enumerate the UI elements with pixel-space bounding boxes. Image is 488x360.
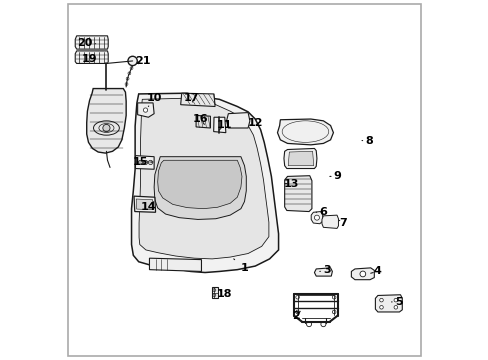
Circle shape — [138, 160, 142, 165]
Polygon shape — [180, 93, 215, 107]
Text: 14: 14 — [140, 202, 156, 212]
Circle shape — [143, 160, 147, 165]
Circle shape — [332, 310, 335, 314]
Polygon shape — [137, 103, 154, 117]
Circle shape — [320, 321, 325, 327]
Text: 8: 8 — [361, 136, 372, 145]
Polygon shape — [86, 89, 126, 153]
Circle shape — [306, 321, 311, 327]
Polygon shape — [321, 215, 338, 228]
Text: 10: 10 — [146, 93, 162, 107]
Polygon shape — [287, 151, 313, 166]
Polygon shape — [310, 212, 322, 224]
Polygon shape — [154, 157, 246, 220]
Circle shape — [359, 271, 365, 277]
Polygon shape — [211, 287, 217, 298]
Polygon shape — [375, 295, 402, 312]
Text: 16: 16 — [193, 114, 208, 125]
Polygon shape — [284, 148, 316, 168]
Circle shape — [295, 296, 299, 299]
Text: 1: 1 — [233, 259, 248, 273]
Circle shape — [332, 296, 335, 299]
Circle shape — [128, 56, 137, 66]
Circle shape — [314, 215, 319, 220]
Text: 20: 20 — [77, 38, 96, 48]
Polygon shape — [136, 199, 153, 210]
Polygon shape — [196, 116, 210, 128]
Polygon shape — [139, 98, 268, 259]
Polygon shape — [134, 196, 155, 212]
Polygon shape — [135, 156, 154, 169]
Circle shape — [212, 294, 215, 297]
Polygon shape — [284, 176, 311, 212]
Polygon shape — [158, 160, 242, 209]
Text: 3: 3 — [319, 265, 330, 275]
Circle shape — [295, 310, 299, 314]
Text: 17: 17 — [183, 93, 199, 103]
Polygon shape — [277, 119, 333, 145]
Text: 6: 6 — [316, 207, 326, 217]
Text: 21: 21 — [135, 55, 151, 66]
Polygon shape — [131, 93, 278, 273]
Polygon shape — [75, 51, 108, 63]
Polygon shape — [149, 258, 201, 271]
Text: 9: 9 — [329, 171, 341, 181]
Circle shape — [379, 298, 383, 302]
Text: 7: 7 — [339, 218, 346, 228]
Polygon shape — [213, 117, 225, 133]
Text: 19: 19 — [81, 54, 97, 64]
Text: 2: 2 — [292, 311, 300, 321]
Circle shape — [212, 289, 215, 292]
Circle shape — [393, 298, 397, 302]
Polygon shape — [314, 268, 332, 276]
Circle shape — [143, 108, 147, 112]
Text: 4: 4 — [370, 266, 380, 276]
Circle shape — [148, 160, 152, 165]
Text: 12: 12 — [247, 118, 263, 128]
Circle shape — [379, 306, 383, 309]
Text: 5: 5 — [391, 297, 402, 307]
Circle shape — [393, 306, 397, 309]
Text: 18: 18 — [217, 289, 232, 299]
Text: 15: 15 — [133, 157, 152, 167]
Circle shape — [102, 125, 110, 132]
Text: 13: 13 — [283, 179, 298, 189]
Text: 11: 11 — [216, 121, 231, 130]
Polygon shape — [75, 36, 108, 49]
Polygon shape — [226, 113, 249, 128]
Polygon shape — [351, 268, 373, 280]
